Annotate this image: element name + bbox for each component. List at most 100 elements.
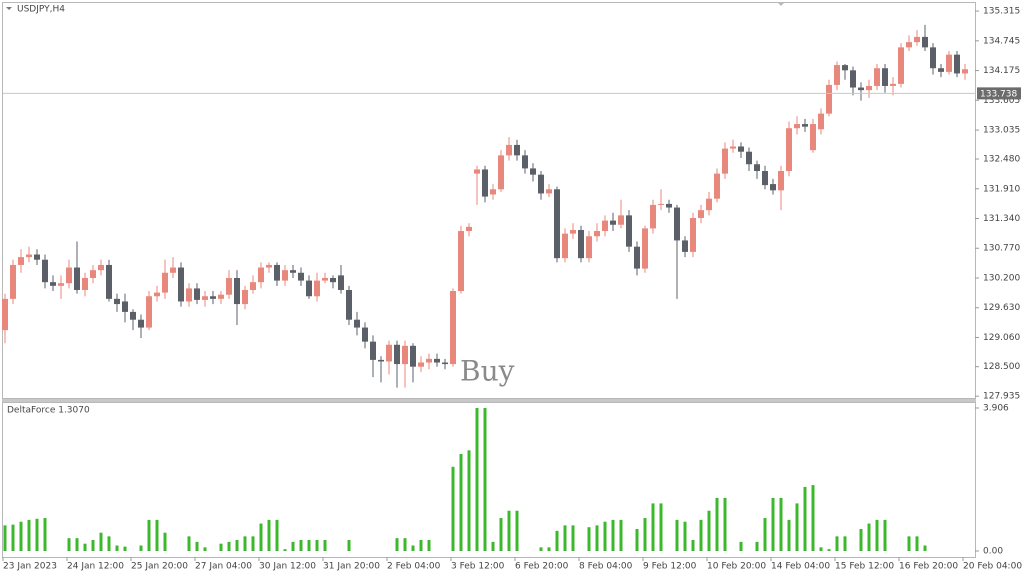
candle-body [946, 54, 952, 72]
candle-body [274, 264, 280, 281]
histogram-bar [547, 547, 551, 551]
histogram-bar [763, 518, 767, 551]
candle-body [666, 203, 672, 208]
candle-body [130, 311, 136, 320]
candle-body [546, 189, 552, 194]
histogram-bar [27, 519, 31, 551]
candle-body [610, 220, 616, 225]
candle-body [338, 275, 344, 290]
candle-body [874, 68, 880, 86]
histogram-bar [795, 503, 799, 551]
candle-body [890, 83, 896, 86]
buy-annotation: Buy [460, 355, 515, 388]
candle-body [42, 259, 48, 283]
candle-body [426, 358, 432, 363]
candle-body [530, 168, 536, 175]
histogram-bar [283, 549, 287, 551]
histogram-bar [595, 525, 599, 551]
candle-body [458, 231, 464, 292]
candle-body [674, 207, 680, 241]
candle-body [818, 113, 824, 130]
x-tick-label: 25 Jan 20:00 [131, 562, 188, 572]
x-tick-label: 23 Jan 2023 [3, 562, 57, 572]
histogram-bar [483, 408, 487, 551]
candle-body [50, 282, 56, 286]
histogram-bar [723, 497, 727, 551]
candle-body [722, 148, 728, 174]
y-tick-label: 134.745 [983, 36, 1020, 46]
histogram-bar [43, 518, 47, 551]
x-tick-label: 16 Feb 20:00 [899, 562, 958, 572]
main-panel-frame [2, 2, 976, 399]
indicator-panel-frame [2, 402, 976, 558]
histogram-bar [675, 519, 679, 551]
histogram-bar [259, 523, 263, 551]
histogram-bar [323, 540, 327, 551]
histogram-bar [507, 510, 511, 551]
histogram-bar [67, 538, 71, 551]
candle-body [626, 215, 632, 247]
candle-body [434, 358, 440, 363]
candle-body [378, 359, 384, 362]
x-tick-label: 2 Feb 04:00 [387, 562, 441, 572]
candle-body [506, 144, 512, 156]
x-tick-label: 20 Feb 04:00 [963, 562, 1022, 572]
candle-body [570, 229, 576, 234]
candle-body [322, 277, 328, 281]
candle-body [682, 240, 688, 252]
histogram-bar [91, 540, 95, 551]
candle-body [562, 233, 568, 259]
panel-separator [2, 399, 976, 402]
candle-body [442, 362, 448, 365]
histogram-bar [603, 521, 607, 551]
candle-body [618, 215, 624, 225]
y-tick-label: 132.480 [983, 155, 1020, 165]
candle-body [922, 36, 928, 48]
histogram-bar [755, 541, 759, 551]
candle-body [650, 204, 656, 229]
candle-body [490, 189, 496, 195]
candle-body [786, 128, 792, 172]
y-tick-label: 133.605 [983, 96, 1020, 106]
candle-body [410, 345, 416, 367]
candle-body [538, 174, 544, 194]
candle-body [362, 327, 368, 342]
x-tick-label: 6 Feb 20:00 [515, 562, 569, 572]
histogram-bar [587, 527, 591, 551]
candle-body [74, 267, 80, 290]
candle-body [394, 344, 400, 365]
y-tick-label: 135.315 [983, 7, 1020, 17]
histogram-bar [643, 518, 647, 551]
candle-body [738, 146, 744, 152]
histogram-bar [539, 547, 543, 551]
x-tick-label: 24 Jan 12:00 [67, 562, 124, 572]
candle-body [354, 319, 360, 328]
histogram-bar [315, 540, 319, 551]
histogram-bar [155, 519, 159, 551]
histogram-bar [739, 541, 743, 551]
candle-body [242, 289, 248, 305]
candle-body [202, 296, 208, 300]
y-tick-label: 128.500 [983, 362, 1020, 372]
y-tick-label: 133.035 [983, 126, 1020, 136]
histogram-bar [819, 547, 823, 551]
histogram-bar [115, 545, 119, 551]
candle-body [554, 189, 560, 259]
candle-body [522, 155, 528, 169]
histogram-bar [459, 453, 463, 551]
candle-body [82, 277, 88, 290]
histogram-bar [299, 540, 303, 551]
collapse-icon[interactable] [6, 7, 12, 10]
candle-body [938, 68, 944, 72]
histogram-bar [787, 519, 791, 551]
candle-body [418, 362, 424, 367]
x-tick-label: 9 Feb 12:00 [643, 562, 697, 572]
candle-body [850, 70, 856, 88]
histogram-bar [611, 519, 615, 551]
histogram-bar [843, 536, 847, 551]
candle-body [162, 272, 168, 293]
histogram-bar [859, 529, 863, 551]
candle-body [346, 289, 352, 320]
